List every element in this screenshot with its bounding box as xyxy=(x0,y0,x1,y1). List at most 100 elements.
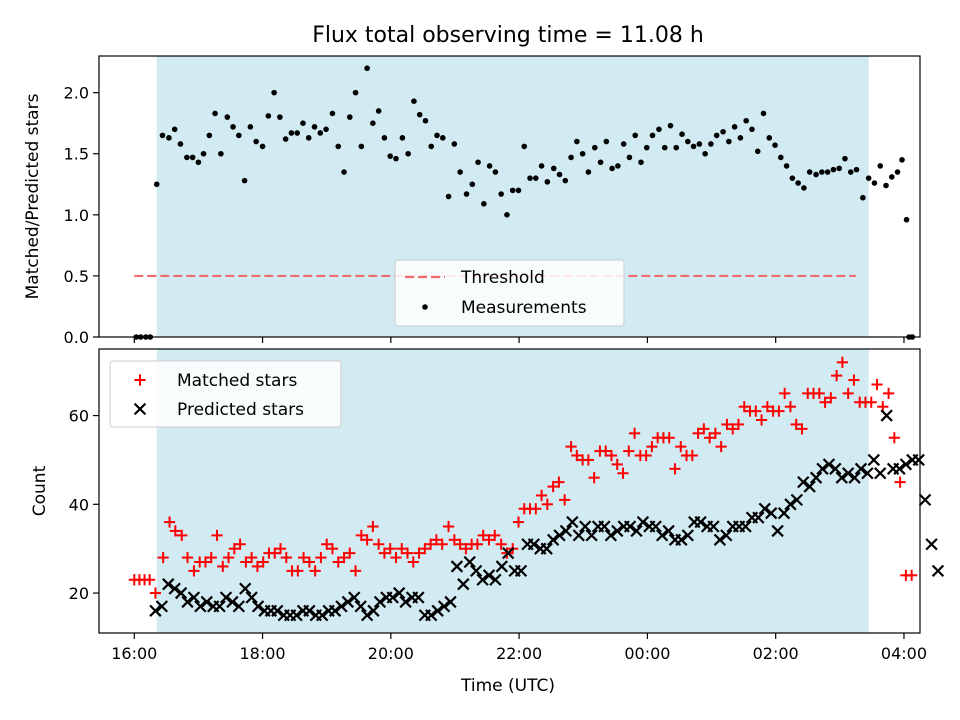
measurement-point xyxy=(305,135,312,141)
bottom-legend: Matched stars Predicted stars xyxy=(109,360,342,428)
predicted-star-point xyxy=(861,467,874,480)
matched-star-point xyxy=(483,534,495,546)
predicted-star-point xyxy=(835,471,848,484)
x-tick-label: 18:00 xyxy=(240,644,286,663)
legend-box xyxy=(109,360,342,428)
measurement-point xyxy=(247,124,254,130)
measurement-point xyxy=(556,171,563,178)
measurement-point xyxy=(277,114,283,120)
matched-star-point xyxy=(646,441,658,453)
legend-predicted-label: Predicted stars xyxy=(177,400,304,420)
matched-star-point xyxy=(181,551,194,564)
measurement-point xyxy=(195,159,202,166)
measurement-point xyxy=(626,154,633,161)
predicted-star-point xyxy=(316,609,329,622)
matched-star-point xyxy=(471,538,484,550)
predicted-star-point xyxy=(271,604,284,617)
measurement-point xyxy=(789,175,796,181)
measurement-point xyxy=(532,175,539,181)
predicted-star-point xyxy=(918,493,932,507)
predicted-star-point xyxy=(874,467,887,480)
matched-star-point xyxy=(692,427,704,439)
matched-star-point xyxy=(489,529,501,541)
matched-star-point xyxy=(865,396,877,408)
predicted-star-point xyxy=(489,573,502,586)
measurement-point xyxy=(358,143,365,150)
predicted-star-point xyxy=(450,560,464,573)
plot-frame xyxy=(98,55,921,338)
measurement-point xyxy=(661,144,668,151)
measurement-point xyxy=(230,124,236,130)
matched-star-point xyxy=(686,449,698,462)
predicted-star-point xyxy=(412,591,425,604)
matched-star-point xyxy=(721,418,733,431)
measurement-point xyxy=(271,89,277,96)
measurement-point xyxy=(323,126,329,133)
legend-measurement-swatch xyxy=(422,304,428,310)
matched-star-point xyxy=(623,445,635,457)
measurement-point xyxy=(801,185,807,191)
predicted-star-point xyxy=(168,582,181,595)
matched-star-point xyxy=(640,449,652,462)
y-tick-label: 0.5 xyxy=(64,267,89,286)
matched-star-point xyxy=(332,556,344,568)
measurement-point xyxy=(726,138,732,145)
matched-star-point xyxy=(419,543,431,555)
predicted-star-point xyxy=(797,475,810,489)
matched-star-point xyxy=(836,356,848,368)
predicted-star-point xyxy=(899,458,913,471)
x-tick-label: 04:00 xyxy=(881,644,927,663)
measurement-point xyxy=(562,177,569,184)
matched-star-point xyxy=(600,445,612,457)
measurement-point xyxy=(265,113,272,119)
measurement-point xyxy=(241,177,248,184)
matched-star-point xyxy=(169,525,181,537)
matched-star-point xyxy=(157,551,169,564)
legend-predicted-swatch xyxy=(133,402,147,416)
predicted-star-point xyxy=(598,520,611,533)
measurement-point xyxy=(381,135,388,141)
predicted-star-point xyxy=(611,524,624,538)
y-tick-label: 20 xyxy=(69,584,89,603)
predicted-star-point xyxy=(867,453,880,467)
predicted-star-point xyxy=(476,573,489,586)
measurement-point xyxy=(288,130,295,136)
matched-star-point xyxy=(588,472,600,484)
measurement-point xyxy=(375,108,382,114)
measurement-point xyxy=(585,169,592,175)
predicted-star-point xyxy=(848,471,861,484)
predicted-star-point xyxy=(752,511,765,524)
matched-star-point xyxy=(663,432,675,444)
matched-star-point xyxy=(430,534,442,546)
predicted-star-point xyxy=(707,520,720,533)
predicted-star-point xyxy=(579,520,592,533)
measurement-point xyxy=(439,135,446,141)
predicted-star-point xyxy=(219,591,233,604)
predicted-star-point xyxy=(822,458,836,471)
measurement-point xyxy=(696,141,703,147)
measurement-point xyxy=(842,155,848,162)
measurement-point xyxy=(486,163,493,169)
matched-star-point xyxy=(871,378,883,391)
predicted-star-point xyxy=(790,493,804,507)
predicted-star-point xyxy=(854,462,868,475)
matched-star-point xyxy=(611,458,623,470)
measurement-point xyxy=(847,169,854,175)
matched-star-point xyxy=(454,538,466,550)
matched-star-point xyxy=(477,529,489,541)
predicted-star-point xyxy=(553,529,566,542)
legend-threshold-label: Threshold xyxy=(460,268,545,288)
matched-star-point xyxy=(222,551,235,564)
measurement-point xyxy=(550,165,557,172)
measurement-point xyxy=(515,187,522,194)
matched-star-point xyxy=(413,547,425,559)
y-tick-label: 2.0 xyxy=(64,84,89,103)
predicted-star-point xyxy=(675,533,688,546)
measurement-point xyxy=(504,212,510,218)
matched-star-point xyxy=(535,489,548,502)
matched-star-point xyxy=(582,454,594,466)
bottom-axes: 20 40 60 16:00 18:00 20:00 22:00 00:00 02:00 04:0… xyxy=(30,348,927,663)
predicted-star-point xyxy=(399,595,412,609)
predicted-star-point xyxy=(841,467,855,480)
predicted-star-point xyxy=(502,546,515,560)
